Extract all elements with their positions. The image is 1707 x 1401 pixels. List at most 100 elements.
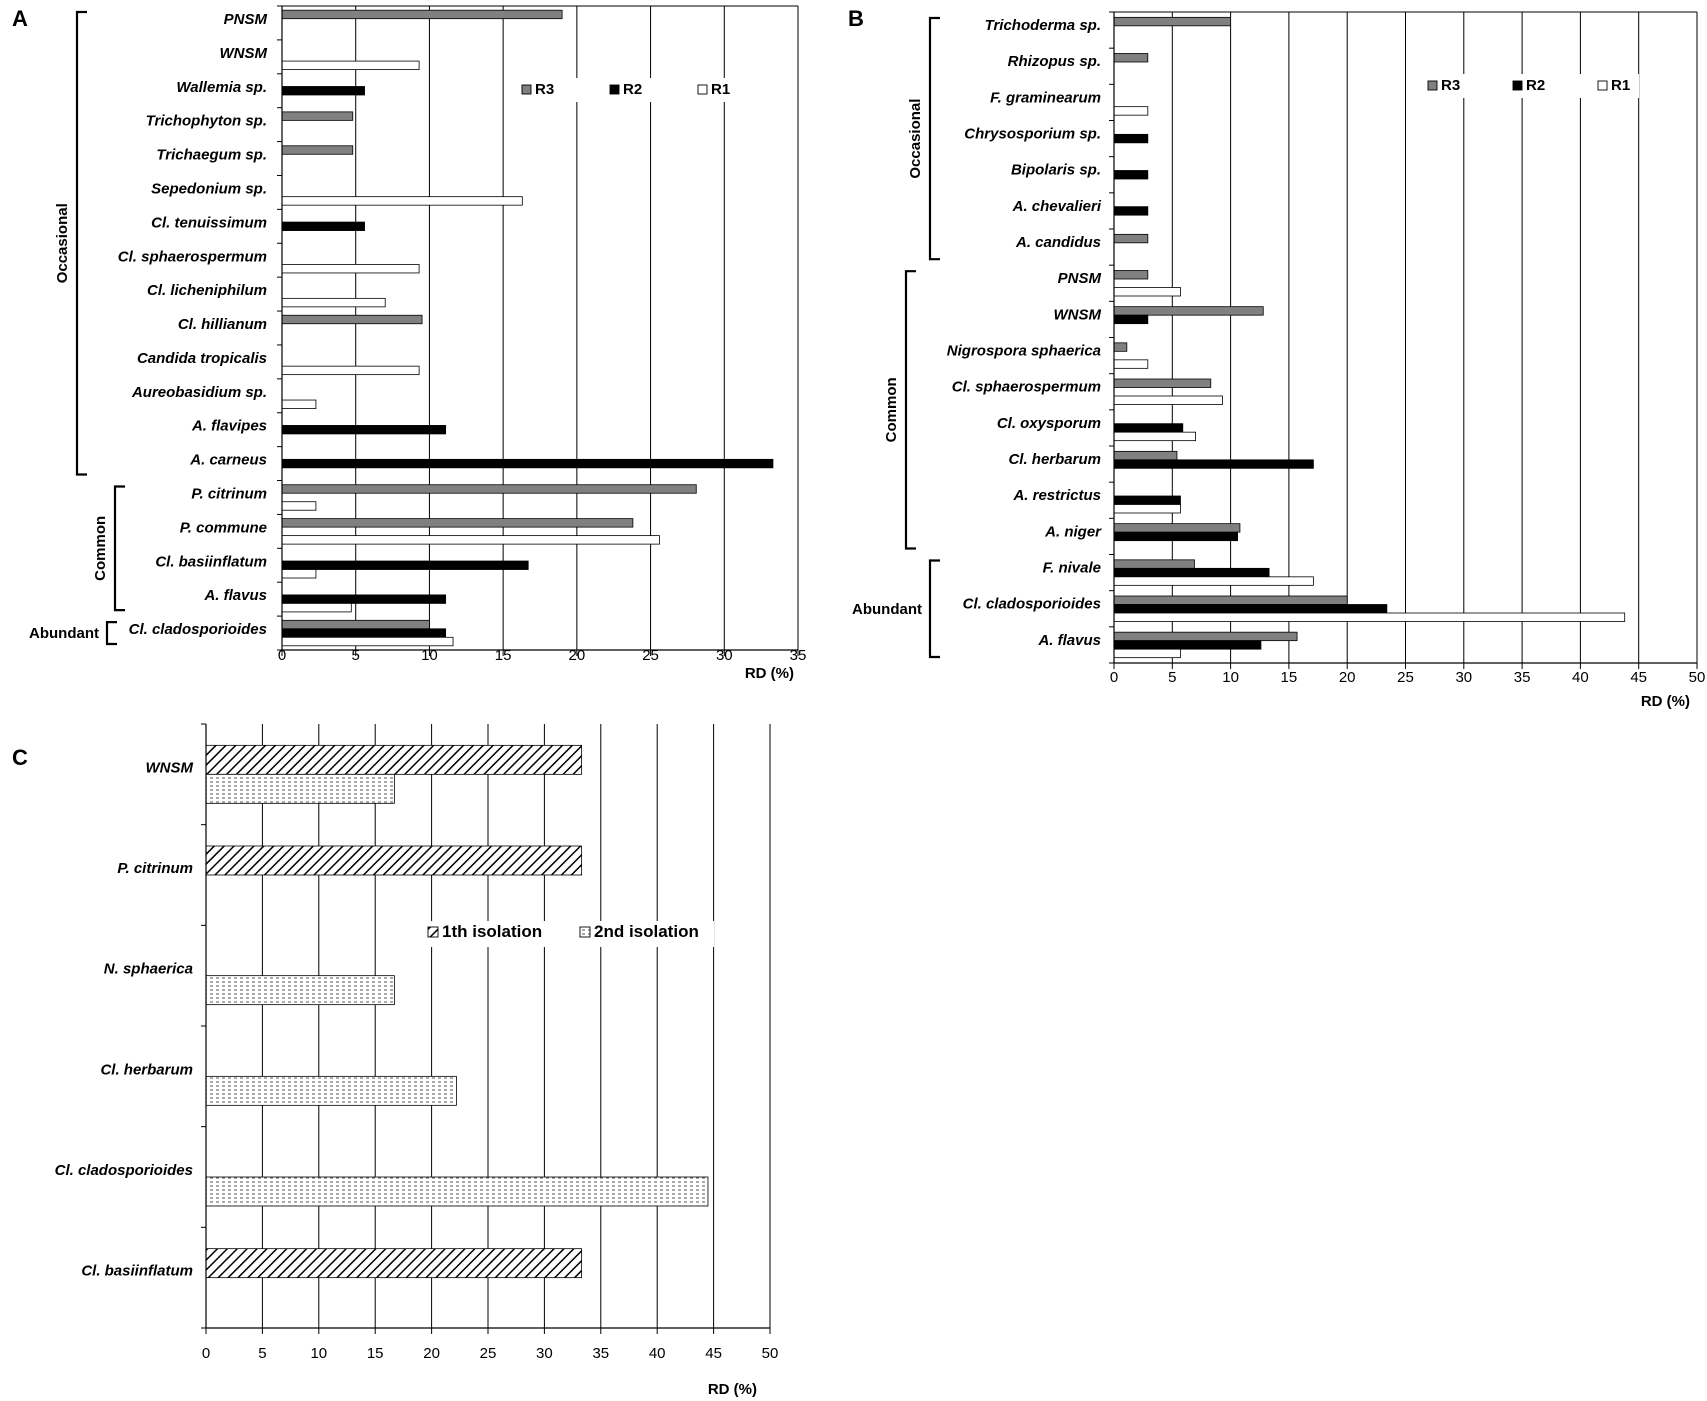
bar-r2 xyxy=(1113,314,1149,325)
category-label: P. citrinum xyxy=(117,860,193,877)
category-label: A. chevalieri xyxy=(1012,198,1102,215)
category-label: WNSM xyxy=(1054,306,1102,323)
category-label: Rhizopus sp. xyxy=(1008,53,1101,70)
x-tick-label: 35 xyxy=(592,1345,609,1362)
bar-r3 xyxy=(281,619,430,630)
group-bracket xyxy=(113,485,125,612)
x-tick-label: 45 xyxy=(1630,669,1647,686)
category-label: Cl. tenuissimum xyxy=(151,214,267,231)
x-tick-label: 10 xyxy=(421,647,438,664)
bar-r3 xyxy=(281,518,634,528)
legend-label: R3 xyxy=(535,81,554,98)
x-tick-label: 25 xyxy=(480,1345,497,1362)
bar-1th-isolation xyxy=(205,1248,583,1279)
x-tick-label: 35 xyxy=(1514,669,1531,686)
x-tick-label: 25 xyxy=(642,647,659,664)
panel-letter: A xyxy=(12,6,28,31)
group-label: Abundant xyxy=(29,625,99,642)
bar-r2 xyxy=(1113,640,1262,650)
x-tick-label: 45 xyxy=(705,1345,722,1362)
legend-swatch xyxy=(579,926,591,938)
x-tick-label: 20 xyxy=(569,647,586,664)
bar-r1 xyxy=(281,569,317,579)
bar-r3 xyxy=(1113,378,1212,388)
category-label: F. graminearum xyxy=(990,89,1101,106)
bar-r2 xyxy=(281,560,529,570)
category-label: N. sphaerica xyxy=(104,961,193,978)
legend-label: R2 xyxy=(623,81,642,98)
category-label: Cl. cladosporioides xyxy=(963,596,1101,613)
x-tick-label: 50 xyxy=(762,1345,779,1362)
bar-r2 xyxy=(1113,567,1270,578)
bar-r1 xyxy=(1113,395,1223,405)
category-label: WNSM xyxy=(146,759,194,776)
category-label: Cl. cladosporioides xyxy=(129,621,267,638)
legend-swatch xyxy=(521,84,532,95)
legend-swatch xyxy=(1597,80,1608,91)
category-label: Cl. herbarum xyxy=(1008,451,1101,468)
group-bracket xyxy=(105,621,117,646)
x-tick-label: 20 xyxy=(423,1345,440,1362)
bar-r3 xyxy=(281,314,423,325)
legend-label: R1 xyxy=(1611,77,1630,94)
legend-label: 1th isolation xyxy=(442,922,542,941)
category-label: A. flavipes xyxy=(191,418,267,435)
bar-r2 xyxy=(281,458,774,469)
x-tick-label: 35 xyxy=(790,647,807,664)
bar-r3 xyxy=(1113,450,1178,461)
x-tick-label: 0 xyxy=(278,647,286,664)
category-label: WNSM xyxy=(220,45,268,62)
legend-label: R1 xyxy=(711,81,730,98)
bar-r2 xyxy=(1113,604,1388,614)
group-label: Common xyxy=(883,377,900,442)
x-tick-label: 15 xyxy=(367,1345,384,1362)
x-tick-label: 5 xyxy=(352,647,360,664)
x-tick-label: 30 xyxy=(536,1345,553,1362)
bar-r3 xyxy=(1113,523,1241,533)
bar-r2 xyxy=(1113,531,1238,542)
x-tick-label: 15 xyxy=(1281,669,1298,686)
x-axis-label: RD (%) xyxy=(708,1381,757,1398)
x-tick-label: 15 xyxy=(495,647,512,664)
category-label: A. flavus xyxy=(1037,632,1101,649)
bar-r1 xyxy=(281,297,386,308)
bar-r2 xyxy=(1113,459,1314,469)
category-label: A. candidus xyxy=(1015,234,1101,251)
group-label: Abundant xyxy=(852,601,922,618)
legend-swatch xyxy=(1512,80,1523,91)
legend-box xyxy=(424,921,714,947)
legend-label: R2 xyxy=(1526,77,1545,94)
category-label: Candida tropicalis xyxy=(137,350,267,367)
x-tick-label: 10 xyxy=(310,1345,327,1362)
category-label: Cl. licheniphilum xyxy=(147,282,267,299)
x-axis-label: RD (%) xyxy=(1641,693,1690,710)
legend-label: 2nd isolation xyxy=(594,922,699,941)
panel-letter: C xyxy=(12,745,28,770)
category-label: Aureobasidium sp. xyxy=(131,384,267,401)
bar-r1 xyxy=(281,501,317,511)
category-label: Trichophyton sp. xyxy=(146,113,267,130)
bar-r2 xyxy=(281,628,447,638)
category-label: F. nivale xyxy=(1043,560,1101,577)
x-tick-label: 25 xyxy=(1397,669,1414,686)
x-tick-label: 0 xyxy=(202,1345,210,1362)
bar-r2 xyxy=(1113,423,1184,433)
bar-r2 xyxy=(281,86,365,96)
category-label: A. carneus xyxy=(189,452,267,469)
group-bracket xyxy=(75,10,87,476)
group-label: Common xyxy=(92,516,109,581)
category-label: PNSM xyxy=(1058,270,1102,287)
bar-2nd-isolation xyxy=(205,773,395,804)
bar-r3 xyxy=(1113,342,1128,352)
category-label: Trichaegum sp. xyxy=(156,147,267,164)
bar-r3 xyxy=(1113,16,1231,27)
bar-r3 xyxy=(1113,270,1149,280)
bar-r2 xyxy=(1113,206,1149,216)
category-label: Cl. hillianum xyxy=(178,316,267,333)
bar-r1 xyxy=(1113,359,1149,369)
bar-2nd-isolation xyxy=(205,1176,709,1207)
bar-r1 xyxy=(1113,106,1149,116)
bar-r1 xyxy=(1113,648,1181,659)
x-tick-label: 40 xyxy=(649,1345,666,1362)
